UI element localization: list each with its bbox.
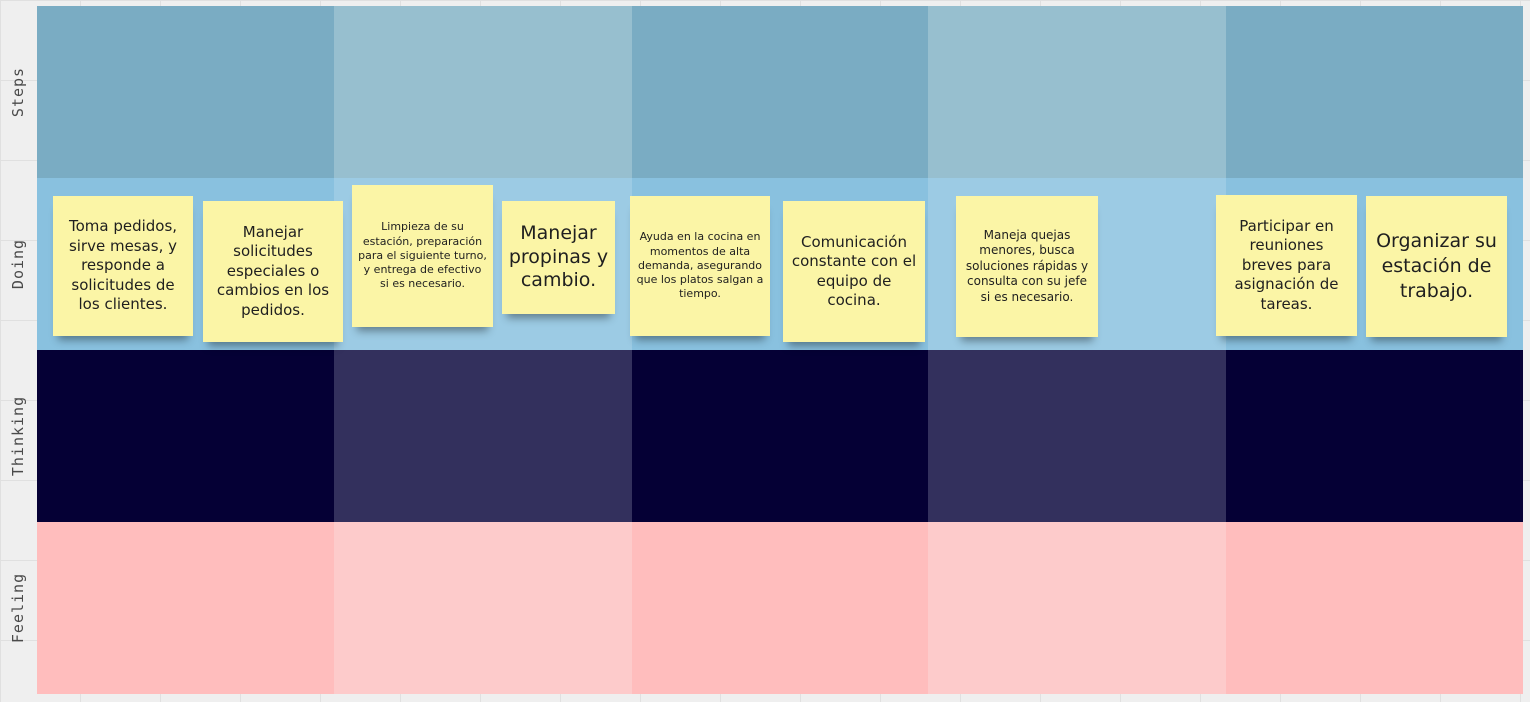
sticky-note[interactable]: Participar en reuniones breves para asig…: [1216, 195, 1357, 336]
sticky-note-text: Participar en reuniones breves para asig…: [1234, 216, 1339, 313]
sticky-note[interactable]: Organizar su estación de trabajo.: [1366, 196, 1507, 337]
row-label-steps-text: Steps: [9, 66, 28, 118]
row-label-steps: Steps: [0, 6, 37, 178]
feeling-cell[interactable]: [928, 522, 1226, 694]
steps-band: [37, 6, 1523, 178]
thinking-cell[interactable]: [1226, 350, 1523, 522]
row-label-doing: Doing: [0, 178, 37, 350]
feeling-cell[interactable]: [632, 522, 928, 694]
steps-cell[interactable]: [37, 6, 334, 178]
thinking-cell[interactable]: [37, 350, 334, 522]
row-label-doing-text: Doing: [9, 238, 28, 290]
sticky-note[interactable]: Maneja quejas menores, busca soluciones …: [956, 196, 1098, 337]
sticky-note-text: Manejar propinas y cambio.: [508, 221, 609, 292]
sticky-note-text: Organizar su estación de trabajo.: [1376, 230, 1497, 302]
feeling-cell[interactable]: [334, 522, 632, 694]
thinking-cell[interactable]: [334, 350, 632, 522]
row-label-feeling-text: Feeling: [9, 572, 28, 644]
sticky-note[interactable]: Toma pedidos, sirve mesas, y responde a …: [53, 196, 193, 336]
steps-cell[interactable]: [334, 6, 632, 178]
feeling-cell[interactable]: [37, 522, 334, 694]
thinking-band: [37, 350, 1523, 522]
feeling-cell[interactable]: [1226, 522, 1523, 694]
sticky-note-text: Comunicación constante con el equipo de …: [791, 232, 917, 310]
steps-cell[interactable]: [1226, 6, 1523, 178]
row-label-thinking-text: Thinking: [9, 395, 28, 477]
sticky-note[interactable]: Manejar propinas y cambio.: [502, 201, 615, 314]
sticky-note-text: Manejar solicitudes especiales o cambios…: [216, 222, 330, 319]
sticky-note[interactable]: Limpieza de su estación, preparación par…: [352, 185, 493, 327]
sticky-note[interactable]: Comunicación constante con el equipo de …: [783, 201, 925, 342]
feeling-band: [37, 522, 1523, 694]
steps-cell[interactable]: [632, 6, 928, 178]
steps-cell[interactable]: [928, 6, 1226, 178]
thinking-cell[interactable]: [928, 350, 1226, 522]
sticky-note-text: Maneja quejas menores, busca soluciones …: [965, 227, 1089, 304]
sticky-note[interactable]: Manejar solicitudes especiales o cambios…: [203, 201, 343, 342]
journey-map-board: [37, 6, 1523, 694]
sticky-note-text: Limpieza de su estación, preparación par…: [358, 220, 487, 291]
sticky-note-text: Ayuda en la cocina en momentos de alta d…: [636, 230, 764, 301]
row-label-feeling: Feeling: [0, 522, 37, 694]
sticky-note[interactable]: Ayuda en la cocina en momentos de alta d…: [630, 196, 770, 336]
thinking-cell[interactable]: [632, 350, 928, 522]
sticky-note-text: Toma pedidos, sirve mesas, y responde a …: [68, 217, 178, 314]
row-label-thinking: Thinking: [0, 350, 37, 522]
